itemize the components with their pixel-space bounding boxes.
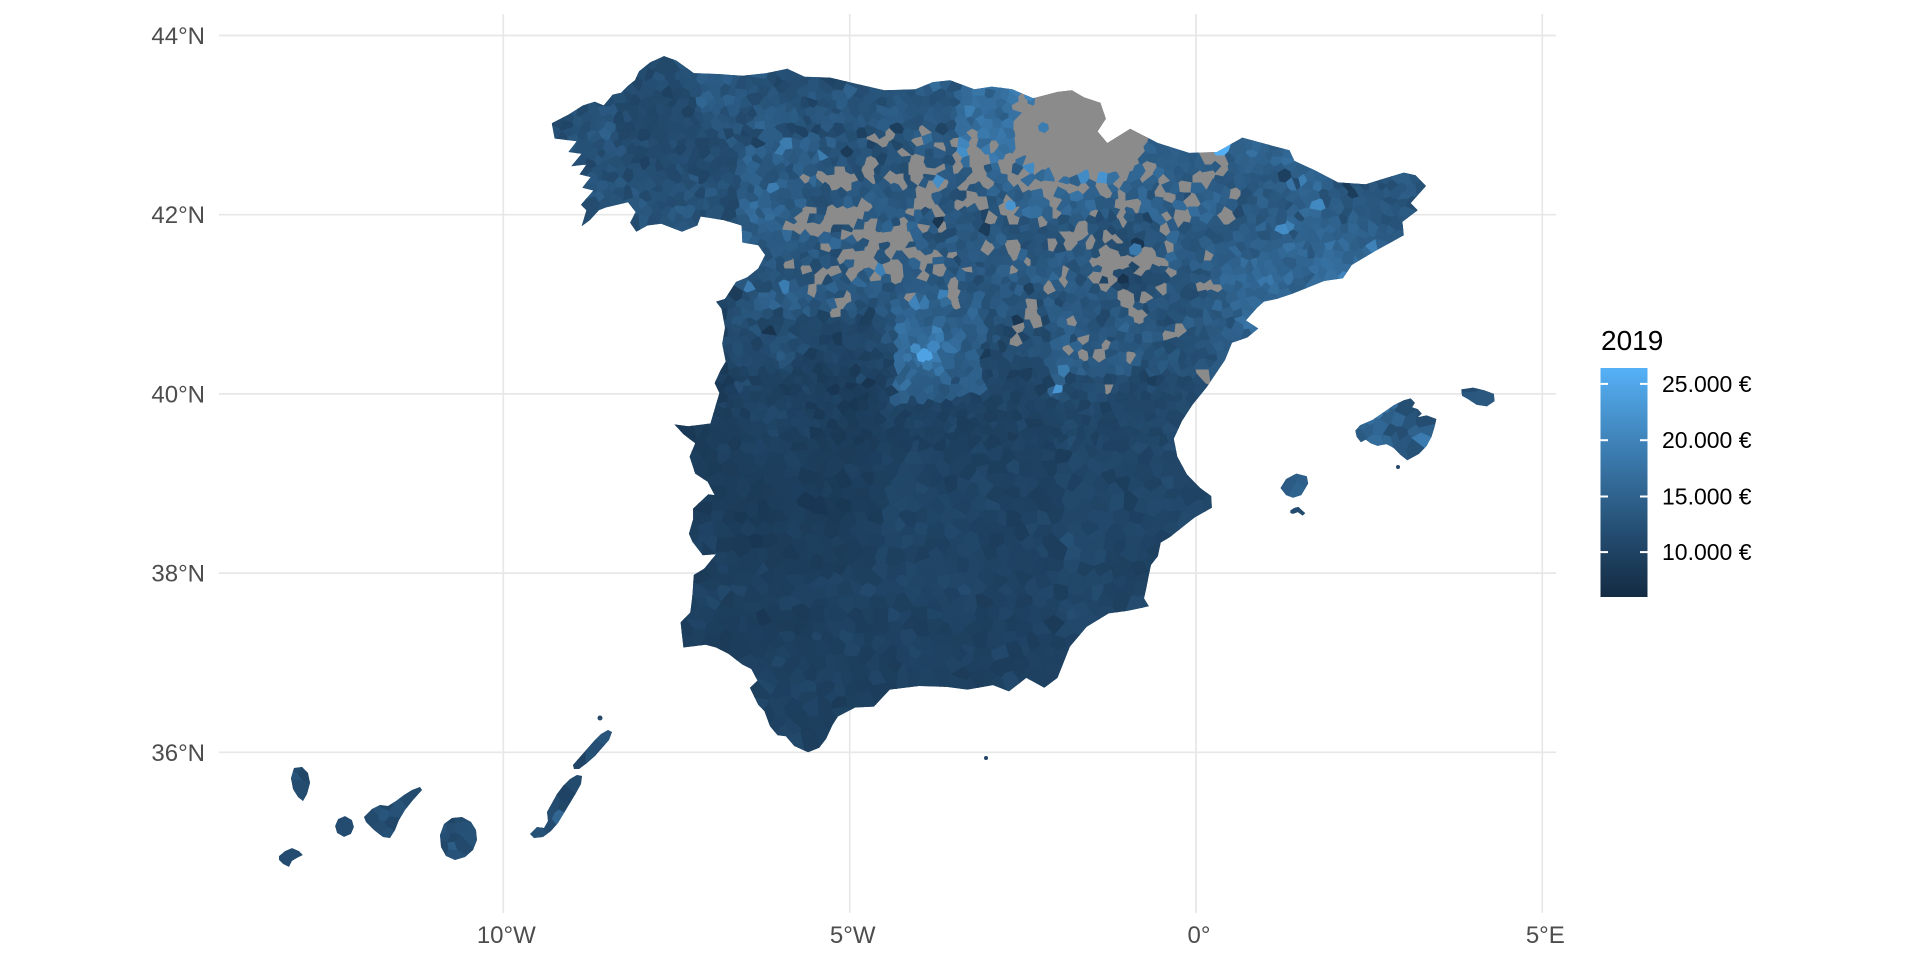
svg-text:25.000 €: 25.000 € — [1662, 371, 1752, 397]
svg-text:0°: 0° — [1188, 922, 1211, 949]
svg-text:44°N: 44°N — [151, 23, 205, 50]
svg-text:42°N: 42°N — [151, 202, 205, 229]
svg-text:20.000 €: 20.000 € — [1662, 427, 1752, 453]
svg-text:36°N: 36°N — [151, 740, 205, 767]
svg-text:5°W: 5°W — [830, 922, 876, 949]
svg-text:38°N: 38°N — [151, 561, 205, 588]
svg-text:15.000 €: 15.000 € — [1662, 484, 1752, 510]
svg-text:10.000 €: 10.000 € — [1662, 539, 1752, 565]
svg-text:10°W: 10°W — [477, 922, 536, 949]
svg-text:40°N: 40°N — [151, 381, 205, 408]
svg-text:2019: 2019 — [1601, 325, 1663, 356]
svg-text:5°E: 5°E — [1526, 922, 1565, 949]
